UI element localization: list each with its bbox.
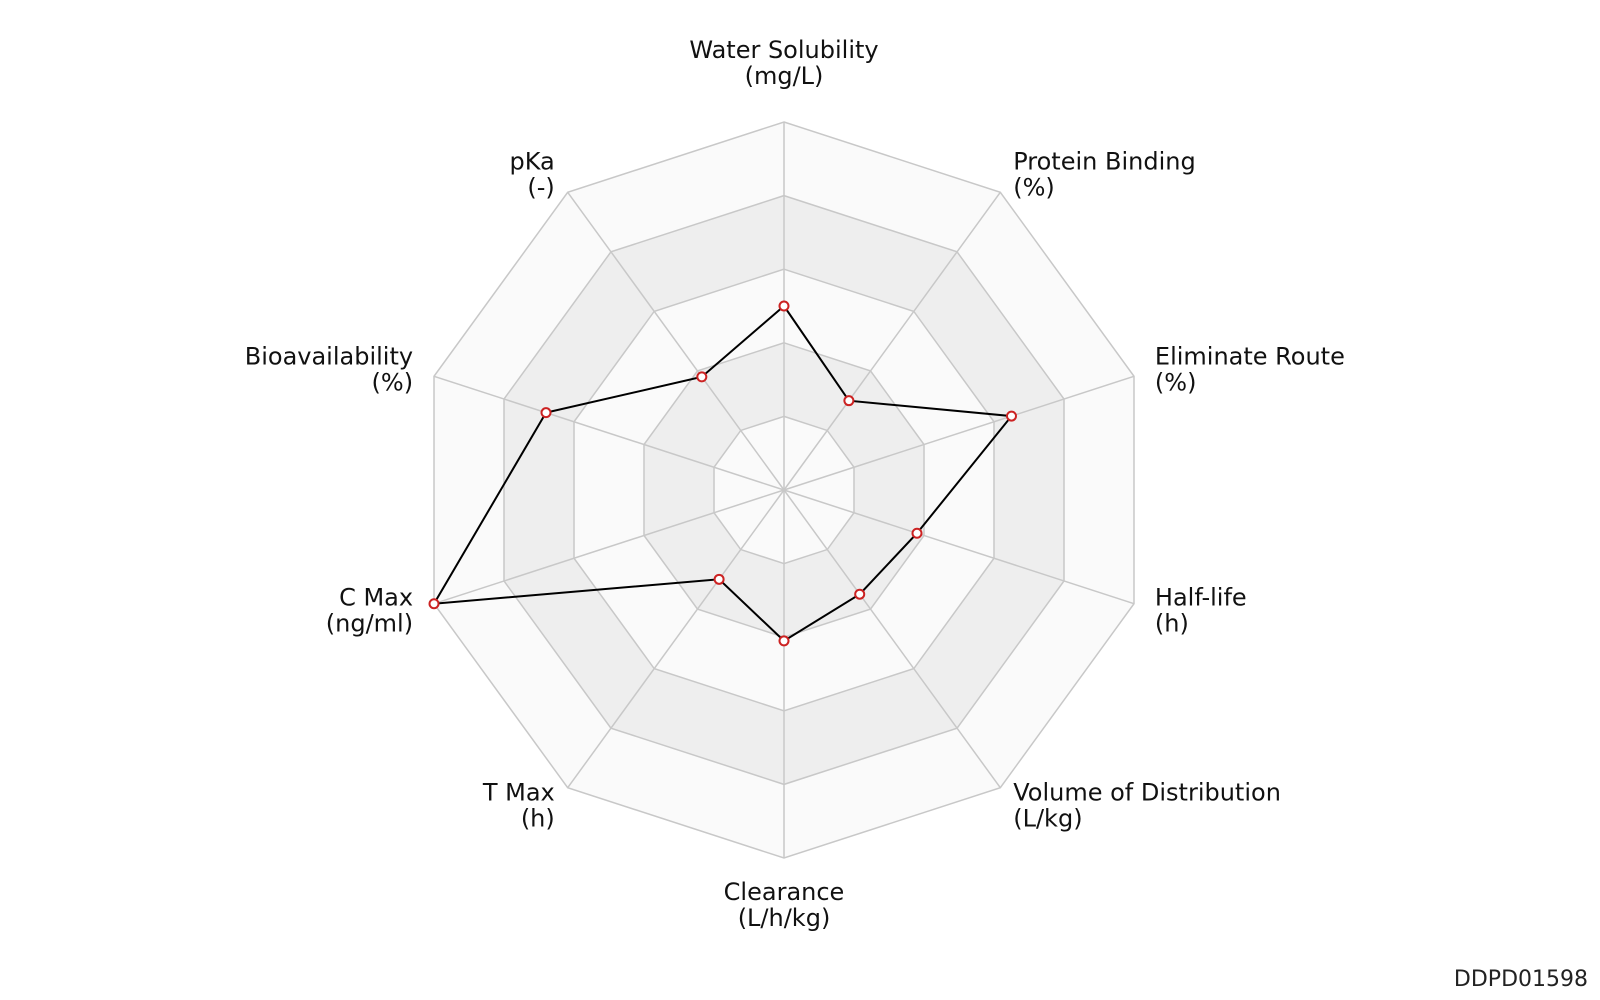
axis-label-8: Bioavailability (%): [245, 342, 413, 396]
axis-label-2: Eliminate Route (%): [1155, 342, 1345, 396]
axis-label-6: T Max (h): [482, 779, 555, 833]
axis-spoke-7: [433, 489, 785, 605]
axis-label-unit: (h): [521, 805, 555, 833]
series-markers: [428, 300, 1017, 647]
axis-label-unit: (mg/L): [745, 62, 824, 90]
axis-label-name: C Max: [339, 584, 413, 612]
axis-label-unit: (-): [527, 173, 554, 201]
axis-spoke-8: [433, 375, 785, 491]
axis-label-7: C Max (ng/ml): [326, 584, 413, 638]
axis-label-name: Eliminate Route: [1155, 342, 1345, 370]
axis-label-unit: (h): [1155, 610, 1189, 638]
axis-label-name: Bioavailability: [245, 342, 413, 370]
data-point-7: [428, 598, 440, 610]
axis-spoke-6: [567, 489, 785, 789]
data-point-9: [696, 371, 708, 383]
axis-label-name: Water Solubility: [689, 36, 878, 64]
axis-label-unit: (L/kg): [1013, 805, 1082, 833]
axis-label-unit: (L/h/kg): [738, 904, 831, 932]
axis-label-name: Half-life: [1155, 584, 1247, 612]
data-point-4: [854, 588, 866, 600]
axis-label-9: pKa (-): [509, 147, 554, 201]
axis-spoke-4: [783, 489, 1001, 789]
axis-label-4: Volume of Distribution (L/kg): [1013, 779, 1281, 833]
axis-label-name: Protein Binding: [1013, 147, 1195, 175]
chart-id-label: DDPD01598: [1453, 967, 1588, 992]
data-point-3: [911, 527, 923, 539]
data-point-2: [1005, 410, 1017, 422]
axis-spoke-9: [567, 191, 785, 491]
data-point-8: [540, 407, 552, 419]
data-point-5: [778, 635, 790, 647]
axis-label-name: Volume of Distribution: [1013, 779, 1281, 807]
axis-label-unit: (%): [1013, 173, 1055, 201]
axis-label-name: T Max: [482, 779, 555, 807]
axis-label-unit: (%): [372, 368, 414, 396]
axis-label-0: Water Solubility (mg/L): [689, 36, 878, 90]
data-point-1: [843, 395, 855, 407]
data-point-6: [713, 573, 725, 585]
axis-label-unit: (%): [1155, 368, 1197, 396]
axis-label-name: pKa: [509, 147, 554, 175]
axis-label-3: Half-life (h): [1155, 584, 1247, 638]
axis-spoke-1: [783, 191, 1001, 491]
axis-spoke-2: [783, 375, 1135, 491]
axis-label-1: Protein Binding (%): [1013, 147, 1195, 201]
axis-spoke-3: [783, 489, 1135, 605]
data-point-0: [778, 300, 790, 312]
axis-label-5: Clearance (L/h/kg): [724, 878, 845, 932]
axis-labels: Water Solubility (mg/L)Protein Binding (%)…: [245, 36, 1345, 932]
axis-label-unit: (ng/ml): [326, 610, 413, 638]
axis-label-name: Clearance: [724, 878, 845, 906]
